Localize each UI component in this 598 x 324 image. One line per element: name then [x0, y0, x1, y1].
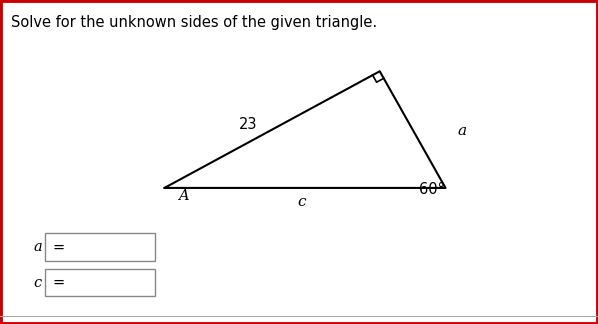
Text: A: A — [178, 189, 189, 202]
Text: a: a — [457, 124, 466, 138]
Bar — [45, 233, 155, 261]
Text: =: = — [53, 239, 65, 255]
Text: =: = — [53, 275, 65, 290]
Bar — [45, 269, 155, 296]
Text: a: a — [33, 240, 42, 254]
Text: 60°: 60° — [419, 182, 444, 197]
Text: 23: 23 — [239, 117, 257, 132]
Text: c: c — [33, 276, 42, 290]
Text: Solve for the unknown sides of the given triangle.: Solve for the unknown sides of the given… — [11, 15, 377, 29]
Text: c: c — [298, 195, 306, 210]
